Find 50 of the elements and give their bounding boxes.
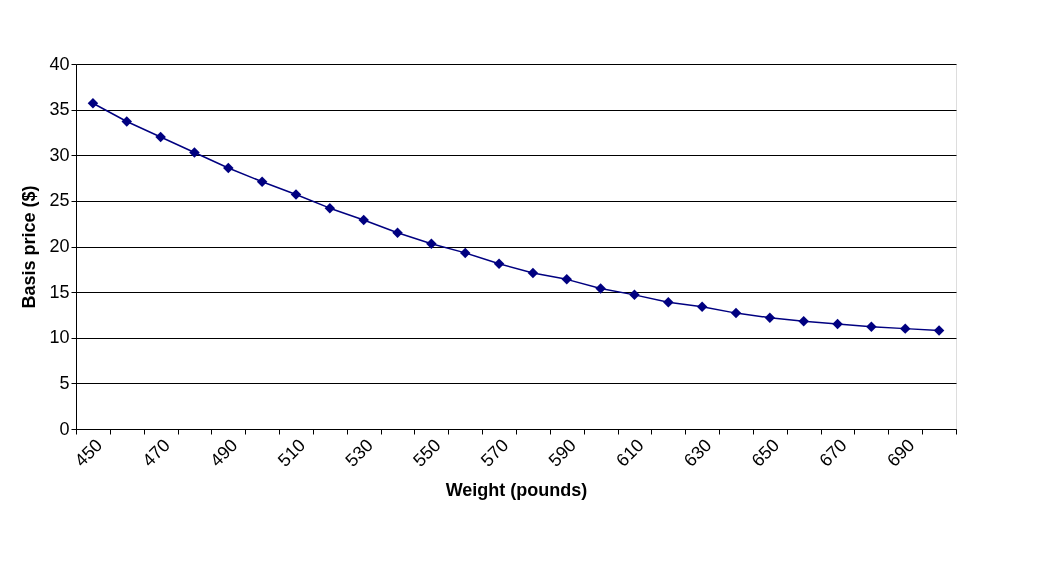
point bbox=[629, 289, 640, 301]
x-tick-label: 470 bbox=[138, 435, 174, 471]
x-tick-label: 590 bbox=[544, 435, 580, 471]
y-tick-label: 40 bbox=[49, 53, 70, 74]
point bbox=[730, 307, 742, 319]
point bbox=[832, 318, 843, 330]
point bbox=[696, 301, 708, 312]
y-tick-label: 25 bbox=[49, 190, 70, 211]
y-tick-label: 20 bbox=[49, 236, 70, 256]
y-tick-label: 10 bbox=[49, 327, 70, 348]
point bbox=[527, 267, 539, 279]
y-axis-title: Basis price ($) bbox=[19, 185, 40, 309]
point bbox=[663, 296, 674, 308]
x-tick-label: 530 bbox=[341, 435, 377, 471]
point bbox=[899, 323, 911, 334]
x-tick-label: 650 bbox=[747, 435, 784, 471]
point bbox=[256, 176, 268, 187]
point bbox=[392, 227, 403, 239]
y-tick-label: 15 bbox=[49, 281, 70, 302]
x-tick-label: 570 bbox=[476, 435, 513, 471]
point bbox=[189, 147, 200, 158]
point bbox=[866, 321, 877, 333]
point bbox=[358, 214, 369, 226]
x-axis-title: Weight (pounds) bbox=[445, 480, 588, 501]
x-tick-label: 550 bbox=[409, 435, 445, 471]
point bbox=[155, 131, 166, 143]
point bbox=[223, 162, 234, 174]
point bbox=[121, 116, 133, 127]
point bbox=[764, 312, 776, 323]
y-tick-label: 30 bbox=[49, 144, 70, 165]
x-tick-label: 490 bbox=[206, 435, 242, 471]
point bbox=[595, 283, 606, 294]
y-tick-label: 35 bbox=[49, 99, 70, 120]
x-tick-label: 630 bbox=[679, 435, 716, 471]
point bbox=[798, 316, 809, 327]
point bbox=[493, 258, 505, 270]
y-tick-label: 0 bbox=[59, 418, 70, 439]
x-tick-label: 670 bbox=[815, 435, 851, 471]
point bbox=[324, 202, 336, 214]
point bbox=[561, 274, 573, 285]
x-tick-label: 510 bbox=[273, 435, 310, 471]
point bbox=[933, 325, 945, 336]
point bbox=[459, 247, 471, 259]
x-tick-label: 450 bbox=[70, 435, 107, 471]
x-tick-label: 690 bbox=[883, 435, 919, 471]
x-tick-label: 610 bbox=[612, 435, 648, 471]
y-tick-label: 5 bbox=[59, 372, 70, 393]
point bbox=[290, 189, 302, 200]
point bbox=[87, 97, 99, 109]
point bbox=[426, 238, 437, 250]
